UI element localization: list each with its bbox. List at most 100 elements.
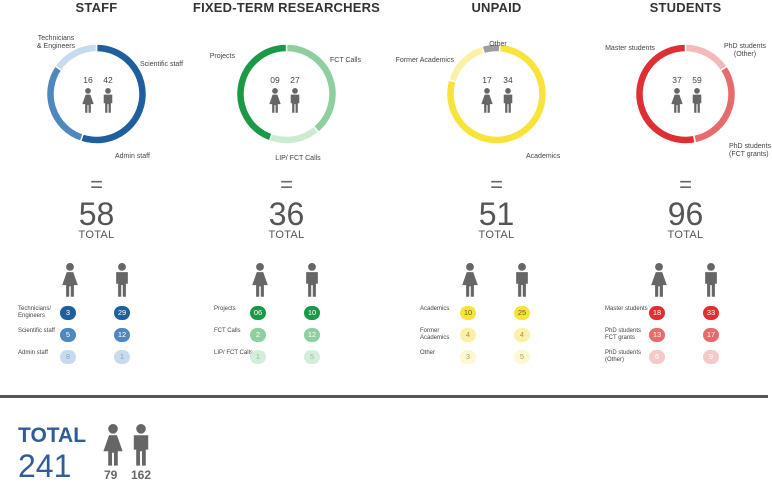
- gender-header-icons: [190, 262, 383, 298]
- female-count: 09: [270, 75, 280, 85]
- total-label: TOTAL: [667, 229, 704, 241]
- male-count: 59: [692, 75, 702, 85]
- female-count-badge: 13: [649, 328, 665, 342]
- row-label: Other: [420, 350, 436, 356]
- slice-label: PhD students (FCT grants): [729, 143, 772, 158]
- female-count-badge: 06: [250, 306, 266, 320]
- donut-slice: [235, 43, 288, 142]
- gender-icons: [671, 88, 702, 113]
- male-icon: [133, 424, 149, 466]
- gender-icons: [269, 88, 300, 113]
- total-label: TOTAL: [478, 229, 515, 241]
- female-count: 37: [672, 75, 682, 85]
- female-count-badge: 1: [250, 350, 266, 364]
- researchers-donut: FCT Calls LIP/ FCT Calls Projects 09 27: [210, 43, 361, 162]
- breakdown-row: PhD students (Other) 6 9: [589, 350, 772, 370]
- column-title: UNPAID: [471, 0, 522, 15]
- grand-female-count: 79: [104, 468, 118, 482]
- donut-slice: [268, 125, 320, 145]
- total-label: TOTAL: [268, 229, 305, 241]
- row-label: PhD students FCT grants: [605, 328, 642, 341]
- donut-slice: [54, 43, 98, 72]
- male-icon: [103, 88, 113, 113]
- row-label: FCT Calls: [214, 328, 241, 334]
- male-icon: [503, 88, 513, 113]
- breakdown-row: PhD students FCT grants 13 17: [589, 328, 772, 348]
- male-count-badge: 9: [703, 350, 719, 364]
- male-icon: [705, 263, 717, 297]
- female-count-badge: 3: [460, 350, 476, 364]
- donut-slice: [45, 64, 85, 143]
- slice-label: Academics: [526, 153, 561, 160]
- breakdown-row: Scientific staff 5 12: [0, 328, 193, 348]
- total-number: 36: [268, 196, 305, 232]
- slice-label: Former Academics: [396, 57, 455, 64]
- breakdown-row: Academics 10 25: [400, 306, 593, 326]
- male-count-badge: 5: [304, 350, 320, 364]
- column-title: STAFF: [75, 0, 118, 15]
- male-count: 42: [103, 75, 113, 85]
- breakdown-row: Technicians/ Engineers 3 29: [0, 306, 193, 326]
- total-number: 51: [478, 196, 515, 232]
- female-count-badge: 4: [460, 328, 476, 342]
- female-icon: [103, 424, 123, 466]
- male-count-badge: 10: [304, 306, 320, 320]
- female-icon: [62, 263, 78, 297]
- male-count-badge: 33: [703, 306, 719, 320]
- female-count-badge: 2: [250, 328, 266, 342]
- male-count: 27: [290, 75, 300, 85]
- gender-icons: [82, 88, 113, 113]
- female-count: 16: [83, 75, 93, 85]
- staff-column: STAFF Technicians & Engineers Scientific …: [0, 0, 193, 380]
- male-icon: [306, 263, 318, 297]
- row-label: Admin staff: [18, 350, 48, 356]
- gender-header-icons: [0, 262, 193, 298]
- donut-slice: [447, 45, 486, 83]
- male-count-badge: 29: [114, 306, 130, 320]
- grand-total-title: TOTAL: [18, 424, 87, 447]
- breakdown-row: Projects 06 10: [190, 306, 383, 326]
- column-title: STUDENTS: [649, 0, 722, 15]
- slice-label: LIP/ FCT Calls: [275, 155, 321, 162]
- male-count-badge: 12: [304, 328, 320, 342]
- row-label: Academics: [420, 306, 450, 312]
- slice-label: Other: [489, 41, 507, 48]
- total-number: 58: [78, 196, 115, 232]
- female-icon: [671, 88, 683, 113]
- slice-label: Admin staff: [115, 153, 150, 160]
- female-count-badge: 6: [649, 350, 665, 364]
- donut-slice: [684, 43, 729, 72]
- breakdown-row: LIP/ FCT Calls 1 5: [190, 350, 383, 370]
- column-title: FIXED-TERM RESEARCHERS: [192, 0, 381, 15]
- female-count-badge: 10: [460, 306, 476, 320]
- male-count-badge: 12: [114, 328, 130, 342]
- unpaid-donut: Other Academics Former Academics 17 34: [396, 41, 561, 160]
- row-label: Former Academics: [420, 328, 450, 341]
- equals-sign: =: [490, 172, 503, 197]
- grand-gender-icons: [103, 424, 149, 466]
- female-icon: [651, 263, 667, 297]
- breakdown-row: Master students 18 33: [589, 306, 772, 326]
- male-icon: [116, 263, 128, 297]
- grand-total-number: 241: [18, 448, 72, 484]
- staff-donut: Technicians & Engineers Scientific staff …: [37, 35, 183, 160]
- female-count: 17: [482, 75, 492, 85]
- students-column: STUDENTS PhD students (Other) PhD student…: [589, 0, 772, 380]
- breakdown-row: Admin staff 8 1: [0, 350, 193, 370]
- gender-icons: [481, 88, 513, 113]
- row-label: Master students: [605, 306, 648, 312]
- slice-label: FCT Calls: [330, 57, 361, 64]
- male-count-badge: 17: [703, 328, 719, 342]
- equals-sign: =: [280, 172, 293, 197]
- breakdown-row: Former Academics 4 4: [400, 328, 593, 348]
- gender-header-icons: [400, 262, 593, 298]
- donut-slice: [79, 43, 148, 145]
- total-number: 96: [667, 196, 704, 232]
- row-label: PhD students (Other): [605, 350, 642, 363]
- slice-label: Technicians & Engineers: [37, 35, 76, 50]
- female-icon: [462, 263, 478, 297]
- row-label: Technicians/ Engineers: [18, 306, 52, 319]
- male-count-badge: 4: [514, 328, 530, 342]
- gender-header-icons: [589, 262, 772, 298]
- male-count-badge: 1: [114, 350, 130, 364]
